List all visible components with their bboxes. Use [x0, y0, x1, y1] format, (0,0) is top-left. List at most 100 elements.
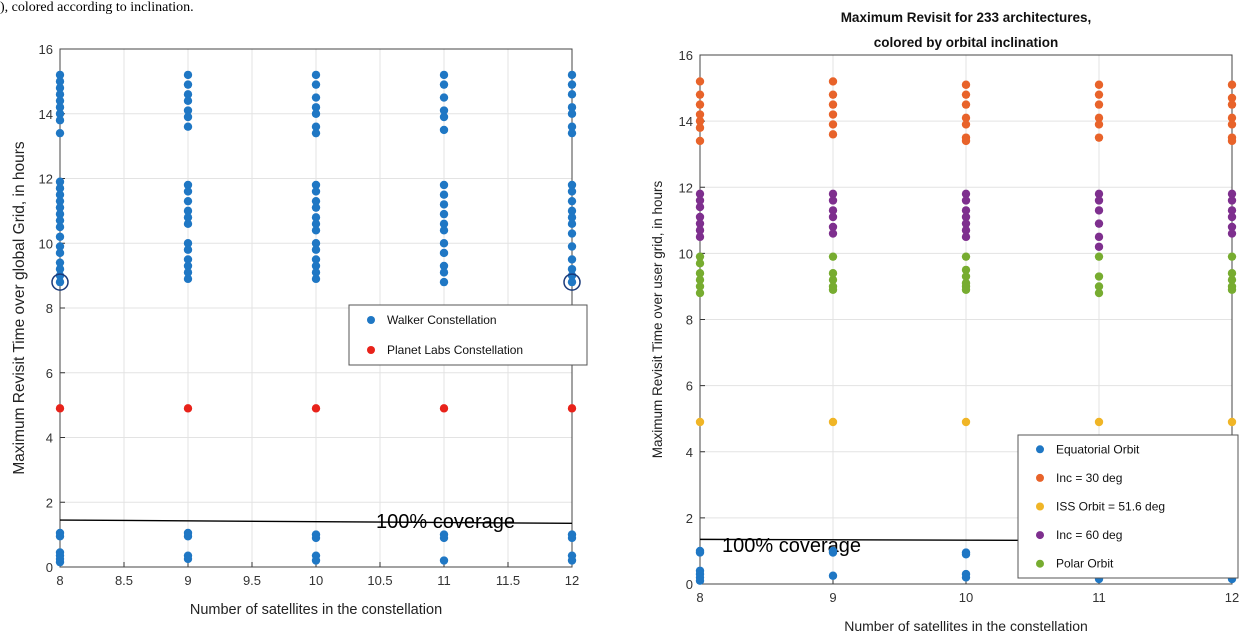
y-tick-label: 12	[679, 180, 693, 195]
data-point	[567, 271, 577, 280]
data-point	[695, 100, 705, 109]
y-tick-label: 8	[46, 301, 53, 316]
data-point	[183, 112, 193, 122]
data-point	[567, 264, 577, 274]
data-point	[1227, 417, 1237, 427]
data-point	[183, 213, 193, 222]
data-point	[1227, 100, 1237, 109]
data-point	[311, 213, 321, 222]
data-point	[311, 556, 321, 565]
data-point	[1227, 229, 1237, 238]
data-point	[55, 109, 65, 118]
data-point	[1094, 252, 1104, 261]
data-point	[695, 259, 705, 268]
data-point	[828, 130, 838, 139]
data-point	[961, 212, 971, 222]
legend-label: Inc = 60 deg	[1056, 528, 1122, 542]
data-point	[828, 212, 838, 222]
data-point	[311, 255, 321, 264]
data-point	[439, 239, 449, 248]
y-tick-label: 10	[39, 236, 53, 251]
y-tick-label: 2	[46, 495, 53, 510]
y-tick-label: 14	[39, 107, 53, 122]
data-point	[1227, 206, 1237, 215]
data-point	[695, 288, 705, 298]
data-point	[567, 213, 577, 222]
data-point	[567, 103, 577, 112]
data-point	[567, 180, 577, 190]
data-point	[1094, 282, 1104, 291]
data-point	[695, 576, 705, 585]
data-point	[55, 177, 65, 186]
legend-label: Inc = 30 deg	[1056, 471, 1122, 485]
legend-box	[1017, 434, 1239, 579]
x-tick-label: 12	[1225, 590, 1239, 605]
y-tick-label: 8	[686, 313, 693, 328]
data-point	[695, 232, 705, 242]
data-point	[1094, 100, 1104, 109]
data-point	[183, 219, 193, 229]
data-point	[183, 261, 193, 271]
x-tick-label: 11	[437, 573, 451, 588]
data-point	[183, 206, 193, 216]
data-point	[1227, 252, 1237, 261]
data-point	[828, 417, 838, 427]
data-point	[439, 106, 449, 115]
x-tick-label: 10	[309, 573, 323, 588]
data-point	[961, 232, 971, 242]
data-point	[695, 116, 705, 126]
x-tick-label: 9.5	[243, 573, 261, 588]
y-tick-label: 2	[686, 511, 693, 526]
data-point	[311, 219, 321, 229]
data-point	[311, 245, 321, 254]
data-point	[828, 110, 838, 119]
data-point	[567, 206, 577, 216]
data-point	[55, 128, 65, 138]
data-point	[961, 189, 971, 199]
data-point	[55, 258, 65, 267]
plot-frame	[699, 54, 1233, 585]
data-point	[55, 184, 65, 193]
y-axis-label: Maximum Revisit Time over global Grid, i…	[11, 141, 28, 475]
data-point	[55, 404, 65, 413]
y-tick-label: 0	[46, 560, 53, 575]
data-point	[1227, 80, 1237, 89]
data-point	[55, 232, 65, 241]
legend-marker	[1036, 445, 1044, 454]
data-point	[183, 96, 193, 106]
data-point	[55, 203, 65, 212]
x-tick-label: 11	[1092, 590, 1106, 605]
data-point	[439, 125, 449, 135]
data-point	[55, 532, 65, 541]
x-tick-label: 11.5	[496, 573, 520, 588]
data-point	[1094, 133, 1104, 142]
x-tick-label: 8.5	[115, 573, 133, 588]
legend-marker	[367, 316, 375, 324]
data-point	[55, 77, 65, 86]
data-point	[311, 203, 321, 212]
data-point	[567, 196, 577, 206]
legend-label: Planet Labs Constellation	[387, 343, 523, 357]
data-point	[828, 120, 838, 129]
data-point	[828, 285, 838, 294]
data-point	[311, 533, 321, 543]
x-tick-label: 8	[696, 590, 703, 605]
data-point	[828, 77, 838, 86]
data-point	[439, 261, 449, 271]
chart-2: 8 9 10 11 12 0 2 4 6 8 10 12 14 16 Number of satellite…	[650, 10, 1239, 634]
data-point	[1227, 189, 1237, 199]
legend-marker	[1036, 502, 1044, 511]
data-point	[439, 556, 449, 565]
data-point	[1094, 288, 1104, 298]
data-point	[695, 219, 705, 228]
data-point	[961, 272, 971, 281]
x-tick-label: 12	[565, 573, 579, 588]
data-point	[183, 239, 193, 248]
data-point	[1094, 90, 1104, 99]
data-point	[567, 229, 577, 238]
data-point	[1094, 242, 1104, 251]
coverage-annotation: 100% coverage	[376, 511, 515, 533]
data-point	[1227, 136, 1237, 146]
highlight-circle	[563, 273, 581, 291]
